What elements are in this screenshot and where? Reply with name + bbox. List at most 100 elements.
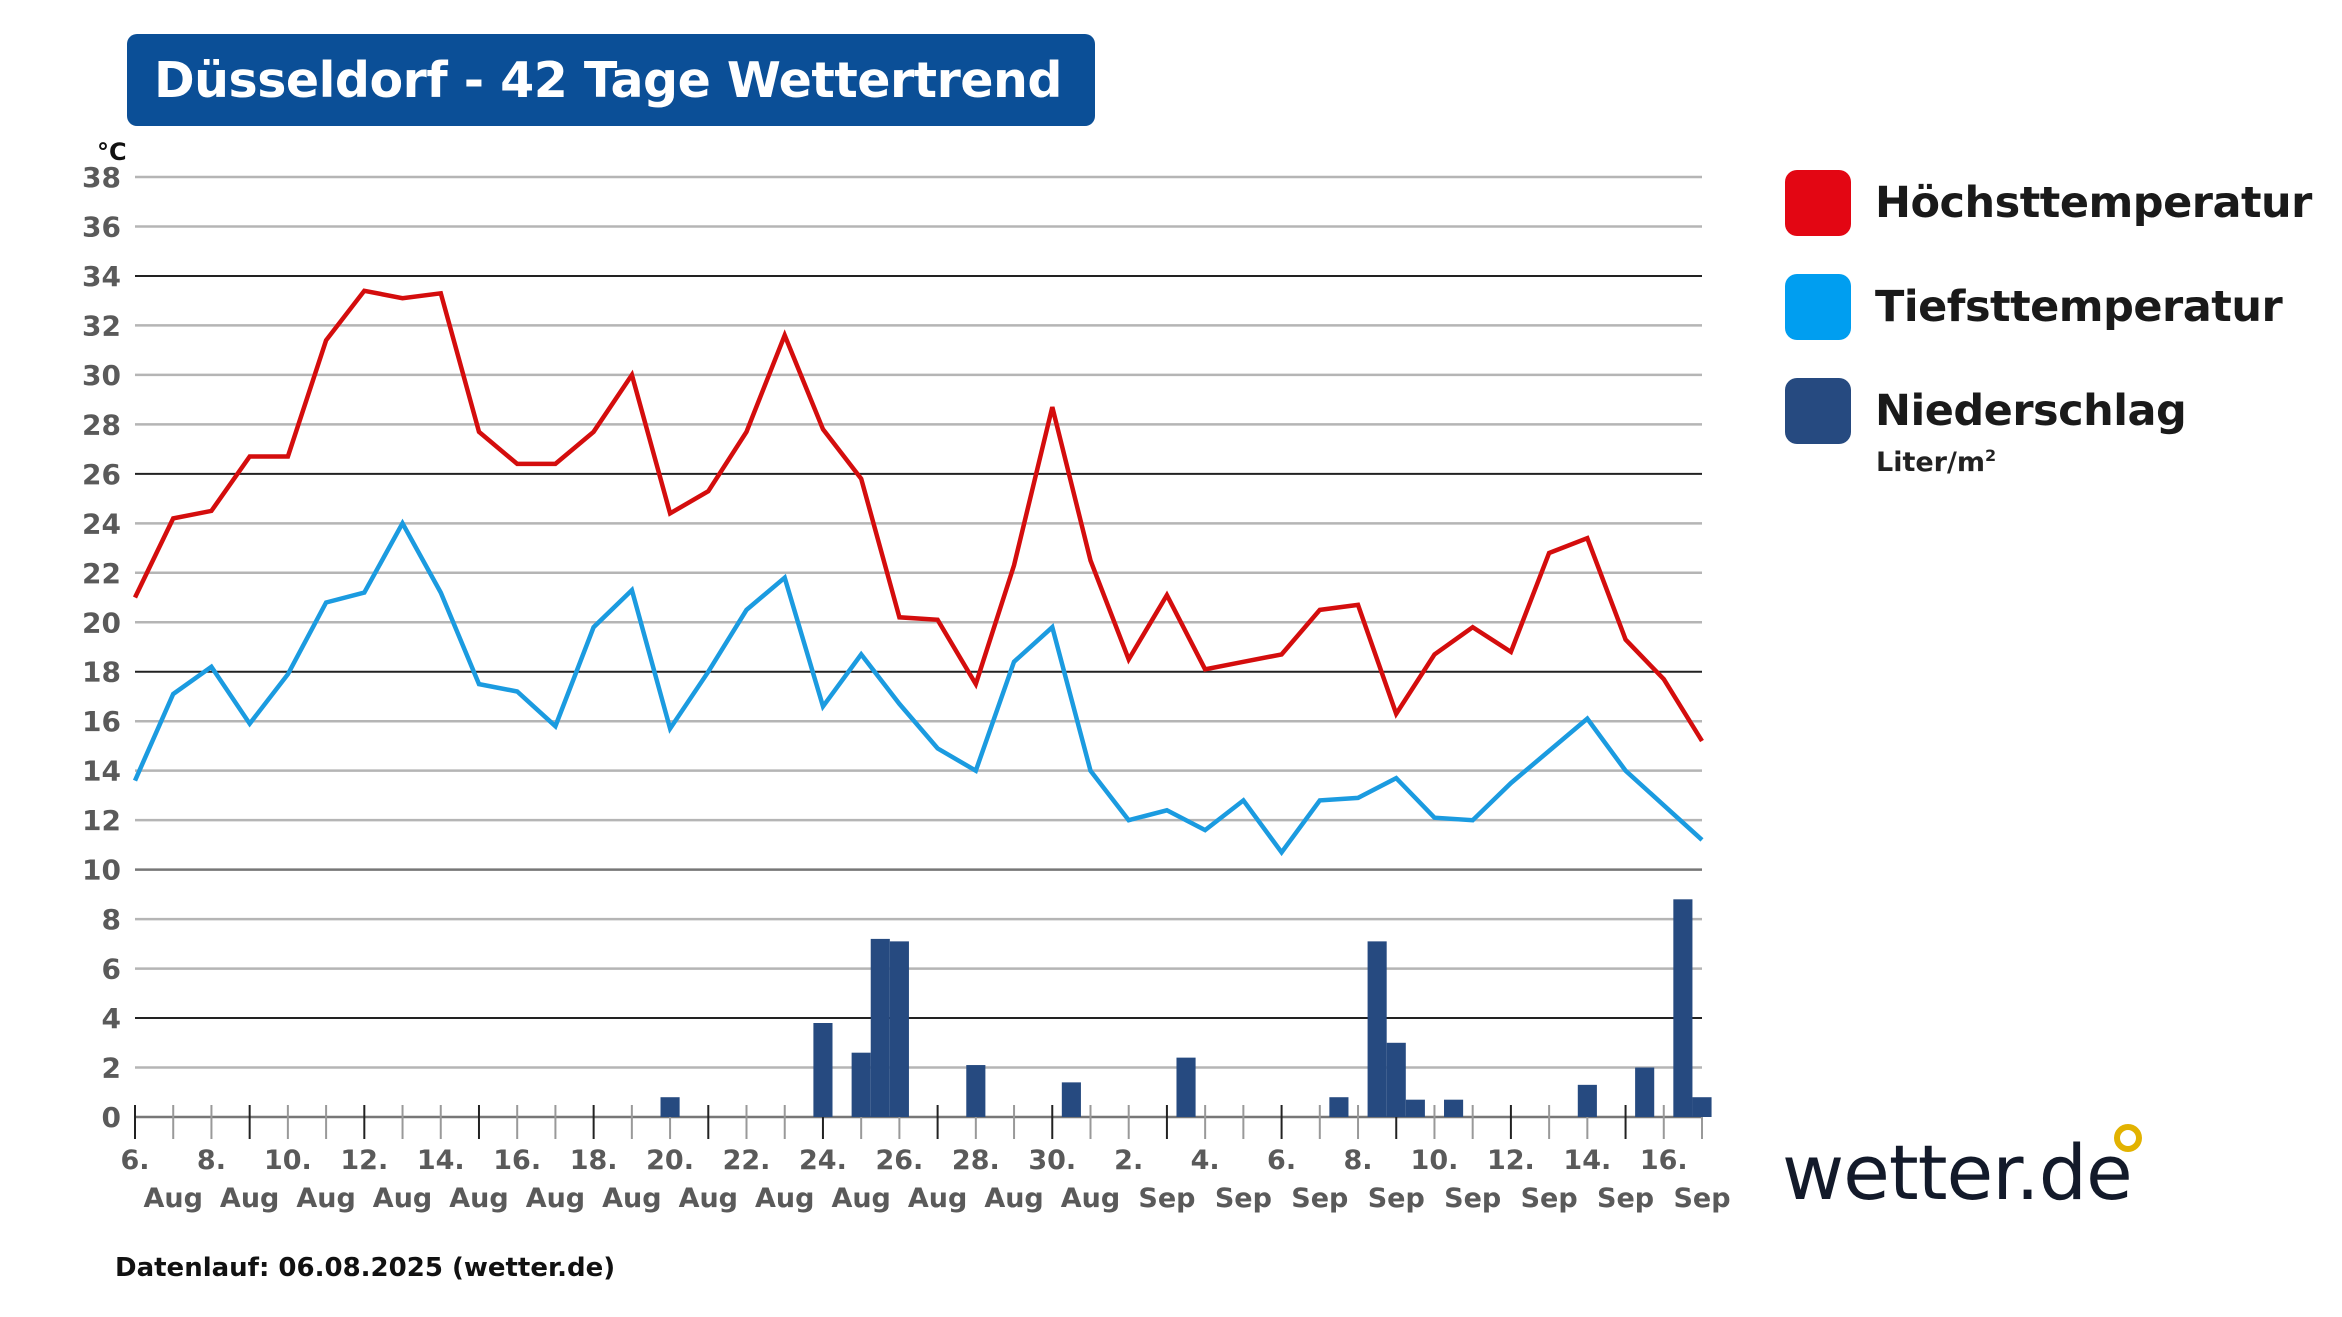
x-tick-label-day: 14. — [1563, 1145, 1611, 1176]
precip-bar — [1329, 1097, 1349, 1117]
x-tick-label-month: Aug — [679, 1183, 738, 1214]
x-tick-label-month: Aug — [449, 1183, 508, 1214]
precip-bar — [1444, 1099, 1464, 1117]
y-tick-label: 30 — [82, 359, 121, 392]
precip-bar — [813, 1023, 833, 1117]
precip-bar — [1176, 1057, 1196, 1117]
y-tick-label: 22 — [82, 557, 121, 590]
x-tick-label-day: 12. — [1487, 1145, 1535, 1176]
x-tick-label-day: 20. — [646, 1145, 694, 1176]
y-tick-label: 12 — [82, 804, 121, 837]
x-tick-label-day: 6. — [120, 1145, 149, 1176]
legend-item-precip: Niederschlag — [1785, 378, 2187, 444]
x-tick-label-day: 16. — [493, 1145, 541, 1176]
precip-bar — [1367, 941, 1387, 1117]
x-tick-label-day: 28. — [952, 1145, 1000, 1176]
x-tick-label-day: 14. — [417, 1145, 465, 1176]
legend-item-high: Höchsttemperatur — [1785, 170, 2312, 236]
x-tick-label-day: 30. — [1028, 1145, 1076, 1176]
precip-bar — [851, 1052, 871, 1117]
precip-bar — [966, 1065, 986, 1117]
precip-bar — [889, 941, 909, 1117]
y-tick-label: 14 — [82, 755, 121, 788]
y-tick-label: 4 — [102, 1002, 121, 1035]
precip-bar — [1577, 1084, 1597, 1117]
y-tick-label: 18 — [82, 656, 121, 689]
x-tick-label-day: 18. — [570, 1145, 618, 1176]
y-tick-label: 10 — [82, 854, 121, 887]
y-tick-label: 24 — [82, 507, 121, 540]
precip-bar — [870, 938, 890, 1117]
y-tick-label: 0 — [102, 1101, 121, 1134]
legend-label-high: Höchsttemperatur — [1875, 178, 2312, 228]
legend-label-low: Tiefsttemperatur — [1875, 282, 2283, 332]
legend-swatch-precip — [1785, 378, 1851, 444]
y-tick-label: 28 — [82, 408, 121, 441]
precip-bar — [1635, 1067, 1655, 1117]
x-tick-label-month: Aug — [373, 1183, 432, 1214]
legend-item-low: Tiefsttemperatur — [1785, 274, 2283, 340]
x-tick-label-day: 26. — [875, 1145, 923, 1176]
x-tick-label-month: Aug — [602, 1183, 661, 1214]
y-tick-label: 32 — [82, 309, 121, 342]
x-tick-label-month: Sep — [1521, 1183, 1578, 1214]
low-temp-line — [132, 518, 1704, 857]
x-tick-label-month: Aug — [1061, 1183, 1120, 1214]
x-tick-label-month: Sep — [1597, 1183, 1654, 1214]
y-tick-label: 20 — [82, 606, 121, 639]
x-tick-label-day: 6. — [1267, 1145, 1296, 1176]
x-tick-label-month: Aug — [984, 1183, 1043, 1214]
x-tick-label-month: Sep — [1673, 1183, 1730, 1214]
x-tick-label-day: 24. — [799, 1145, 847, 1176]
legend-label-precip: Niederschlag — [1875, 386, 2187, 436]
wetter-de-logo: wetter.de — [1782, 1128, 2133, 1217]
precip-bar — [1673, 899, 1693, 1117]
x-tick-label-day: 10. — [1411, 1145, 1459, 1176]
x-tick-label-month: Aug — [526, 1183, 585, 1214]
x-tick-label-month: Sep — [1291, 1183, 1348, 1214]
x-tick-label-day: 10. — [264, 1145, 312, 1176]
x-tick-label-day: 8. — [197, 1145, 226, 1176]
y-tick-label: 34 — [82, 260, 121, 293]
x-tick-label-month: Aug — [908, 1183, 967, 1214]
x-tick-label-month: Aug — [143, 1183, 202, 1214]
x-tick-label-month: Sep — [1215, 1183, 1272, 1214]
x-tick-label-month: Sep — [1138, 1183, 1195, 1214]
chart-title: Düsseldorf - 42 Tage Wettertrend — [154, 51, 1062, 109]
high-temp-line — [132, 288, 1704, 743]
y-tick-label: 36 — [82, 210, 121, 243]
x-tick-label-day: 16. — [1640, 1145, 1688, 1176]
x-tick-label-month: Sep — [1444, 1183, 1501, 1214]
title-banner: Düsseldorf - 42 Tage Wettertrend — [127, 34, 1095, 126]
x-tick-label-day: 4. — [1191, 1145, 1220, 1176]
precip-unit-text: Liter/m — [1876, 447, 1985, 478]
x-tick-label-month: Aug — [220, 1183, 279, 1214]
y-axis-unit: °C — [97, 138, 127, 166]
precip-bar — [1692, 1097, 1712, 1117]
y-tick-label: 16 — [82, 705, 121, 738]
precip-unit-sup: 2 — [1985, 446, 1997, 465]
precip-bar — [1386, 1042, 1406, 1117]
y-tick-label: 8 — [102, 903, 121, 936]
y-tick-label: 26 — [82, 458, 121, 491]
precip-bar — [1061, 1082, 1081, 1117]
x-tick-label-month: Aug — [755, 1183, 814, 1214]
precip-bar — [1405, 1099, 1425, 1117]
y-tick-label: 2 — [102, 1052, 121, 1085]
x-tick-label-day: 2. — [1114, 1145, 1143, 1176]
x-tick-label-day: 22. — [723, 1145, 771, 1176]
y-tick-label: 6 — [102, 953, 121, 986]
legend-swatch-low — [1785, 274, 1851, 340]
precip-bar — [660, 1097, 680, 1117]
x-tick-label-day: 12. — [340, 1145, 388, 1176]
x-tick-label-day: 8. — [1344, 1145, 1373, 1176]
data-run-footer: Datenlauf: 06.08.2025 (wetter.de) — [115, 1253, 616, 1283]
x-tick-label-month: Aug — [296, 1183, 355, 1214]
x-tick-label-month: Aug — [831, 1183, 890, 1214]
precip-unit: Liter/m2 — [1876, 446, 1996, 478]
y-tick-label: 38 — [82, 161, 121, 194]
legend-swatch-high — [1785, 170, 1851, 236]
logo-dot-icon — [2114, 1124, 2142, 1152]
x-tick-label-month: Sep — [1368, 1183, 1425, 1214]
